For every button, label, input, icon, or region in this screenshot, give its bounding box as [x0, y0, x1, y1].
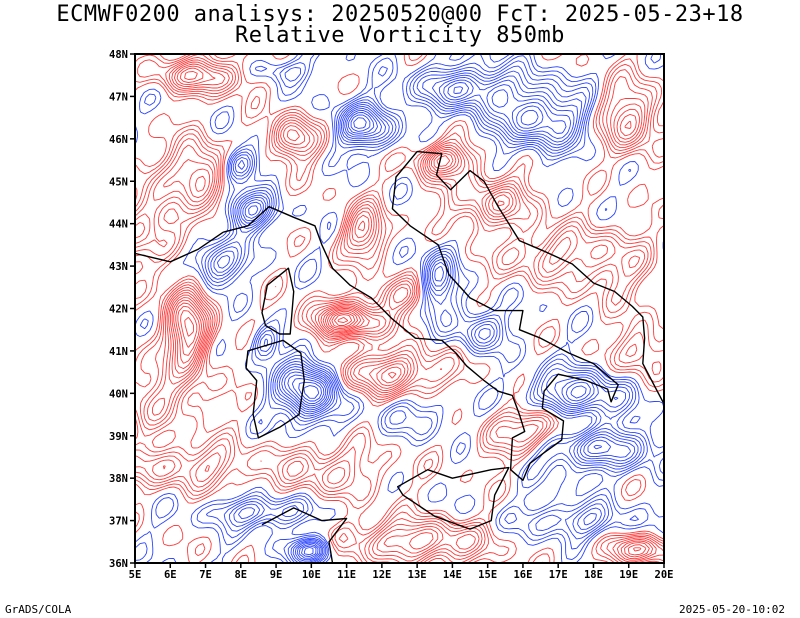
- lat-tick-label: 48N: [109, 49, 128, 61]
- lon-tick-label: 13E: [408, 569, 427, 581]
- positive-vorticity-contour: [177, 305, 359, 356]
- positive-vorticity-contour: [171, 67, 647, 556]
- lon-tick-label: 5E: [129, 569, 142, 581]
- lat-tick-label: 47N: [109, 91, 128, 103]
- positive-vorticity-contour: [175, 155, 451, 379]
- vorticity-contour-field: [135, 54, 664, 563]
- lon-tick-label: 14E: [443, 569, 462, 581]
- positive-vorticity-contour: [180, 310, 356, 348]
- longitude-axis: 5E 6E 7E 8E 9E 10E 11E 12E 13E 14E 15E 16E 17E 18E 19E…: [129, 563, 674, 581]
- negative-vorticity-contour: [201, 55, 664, 563]
- lat-tick-label: 43N: [109, 261, 128, 273]
- negative-vorticity-contour: [217, 77, 631, 561]
- lon-tick-label: 6E: [164, 569, 177, 581]
- coastlines: [135, 150, 664, 563]
- coastline-france: [135, 231, 224, 263]
- lat-tick-label: 39N: [109, 431, 128, 443]
- lat-tick-label: 41N: [109, 346, 128, 358]
- positive-vorticity-contour: [184, 314, 353, 337]
- lon-tick-label: 10E: [302, 569, 321, 581]
- positive-vorticity-contour: [337, 316, 349, 323]
- footer-left-label: GrADS/COLA: [5, 603, 72, 616]
- negative-vorticity-contour: [135, 54, 664, 563]
- lon-tick-label: 15E: [478, 569, 497, 581]
- map-title-line1: ECMWF0200 analisys: 20250520@00 FcT: 202…: [56, 2, 744, 27]
- lon-tick-label: 12E: [372, 569, 391, 581]
- negative-vorticity-contour: [242, 79, 612, 559]
- lat-tick-label: 46N: [109, 134, 128, 146]
- lon-tick-label: 16E: [513, 569, 532, 581]
- lon-tick-label: 9E: [270, 569, 283, 581]
- negative-vorticity-contour: [244, 82, 603, 557]
- lon-tick-label: 20E: [655, 569, 674, 581]
- negative-vorticity-contour: [210, 70, 639, 563]
- negative-vorticity-contour: [204, 60, 645, 563]
- footer-timestamp: 2025-05-20-10:02: [679, 603, 785, 616]
- lat-tick-label: 40N: [109, 388, 128, 400]
- positive-vorticity-contour: [169, 65, 650, 558]
- lat-tick-label: 45N: [109, 176, 128, 188]
- positive-vorticity-contour: [135, 54, 664, 563]
- map-title-line2: Relative Vorticity 850mb: [235, 23, 565, 48]
- lat-tick-label: 42N: [109, 304, 128, 316]
- lat-tick-label: 37N: [109, 516, 128, 528]
- positive-vorticity-contour: [135, 56, 664, 563]
- latitude-axis: 36N 37N 38N 39N 40N 41N 42N 43N 44N 45N 46N 47N 48N: [109, 49, 135, 570]
- lon-tick-label: 17E: [549, 569, 568, 581]
- negative-vorticity-contour: [291, 109, 539, 405]
- lat-tick-label: 36N: [109, 558, 128, 570]
- coastline-corsica: [261, 267, 295, 335]
- lat-tick-label: 38N: [109, 473, 128, 485]
- coastline-africa: [261, 507, 348, 563]
- lon-tick-label: 19E: [619, 569, 638, 581]
- negative-vorticity-contour: [213, 74, 636, 562]
- lon-tick-label: 7E: [199, 569, 212, 581]
- coastline-sicily: [397, 466, 510, 530]
- negative-vorticity-contour: [298, 381, 322, 402]
- lon-tick-label: 11E: [337, 569, 356, 581]
- coastline-sardinia: [245, 339, 305, 439]
- positive-vorticity-contour: [173, 71, 642, 552]
- negative-vorticity-contour: [248, 86, 544, 556]
- positive-vorticity-contour: [135, 54, 664, 563]
- positive-vorticity-contour: [135, 54, 664, 563]
- positive-vorticity-contour: [135, 63, 654, 560]
- lon-tick-label: 18E: [584, 569, 603, 581]
- coastline-mainland: [223, 150, 664, 481]
- positive-vorticity-contour: [135, 59, 664, 563]
- lat-tick-label: 44N: [109, 219, 128, 231]
- negative-vorticity-contour: [303, 385, 320, 399]
- lon-tick-label: 8E: [234, 569, 247, 581]
